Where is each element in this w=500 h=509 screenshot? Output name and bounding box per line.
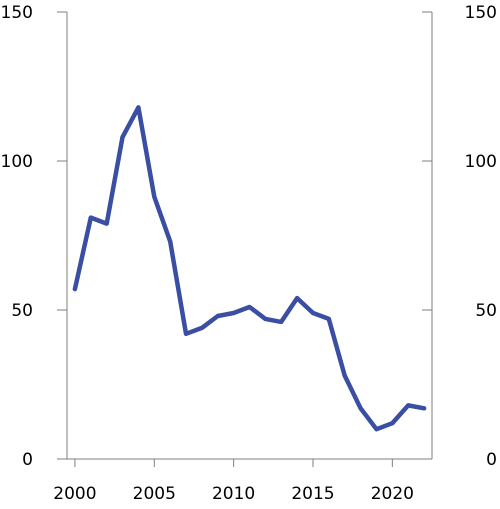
x-tick-label: 2015: [291, 484, 334, 504]
data-point: [72, 287, 77, 292]
y-tick-left-label: 150: [1, 3, 33, 23]
data-point: [88, 215, 93, 220]
data-point: [104, 221, 109, 226]
data-point: [136, 105, 141, 110]
data-point: [422, 406, 427, 411]
data-point: [279, 319, 284, 324]
series-line-0: [72, 105, 427, 432]
x-tick-label: 2000: [53, 484, 96, 504]
axes: 0 50 100 150 0 50 100 150 2000 2005 2010 2015 2020: [1, 3, 497, 504]
data-point: [406, 403, 411, 408]
data-point: [263, 316, 268, 321]
data-point: [215, 314, 220, 318]
y-tick-left-label: 100: [1, 152, 33, 172]
data-point: [390, 421, 395, 426]
data-point: [231, 311, 236, 315]
data-point: [120, 135, 125, 140]
data-point: [311, 311, 315, 315]
y-tick-left-label: 50: [11, 301, 33, 321]
data-point: [168, 239, 173, 244]
data-point: [295, 296, 300, 301]
y-tick-right-label: 50: [475, 301, 497, 321]
y-tick-right-label: 150: [465, 3, 497, 23]
y-tick-right-label: 100: [465, 152, 497, 172]
data-point: [152, 194, 157, 199]
x-tick-label: 2020: [371, 484, 414, 504]
data-point: [342, 373, 347, 378]
data-point: [247, 305, 252, 309]
y-tick-left-label: 0: [22, 450, 33, 470]
series-lines: [72, 105, 427, 432]
data-point: [326, 316, 331, 321]
data-point: [358, 406, 363, 411]
data-point: [374, 427, 379, 432]
x-tick-label: 2010: [212, 484, 255, 504]
x-tick-label: 2005: [133, 484, 176, 504]
y-tick-right-label: 0: [486, 450, 497, 470]
data-point: [199, 325, 204, 330]
data-point: [184, 331, 188, 336]
